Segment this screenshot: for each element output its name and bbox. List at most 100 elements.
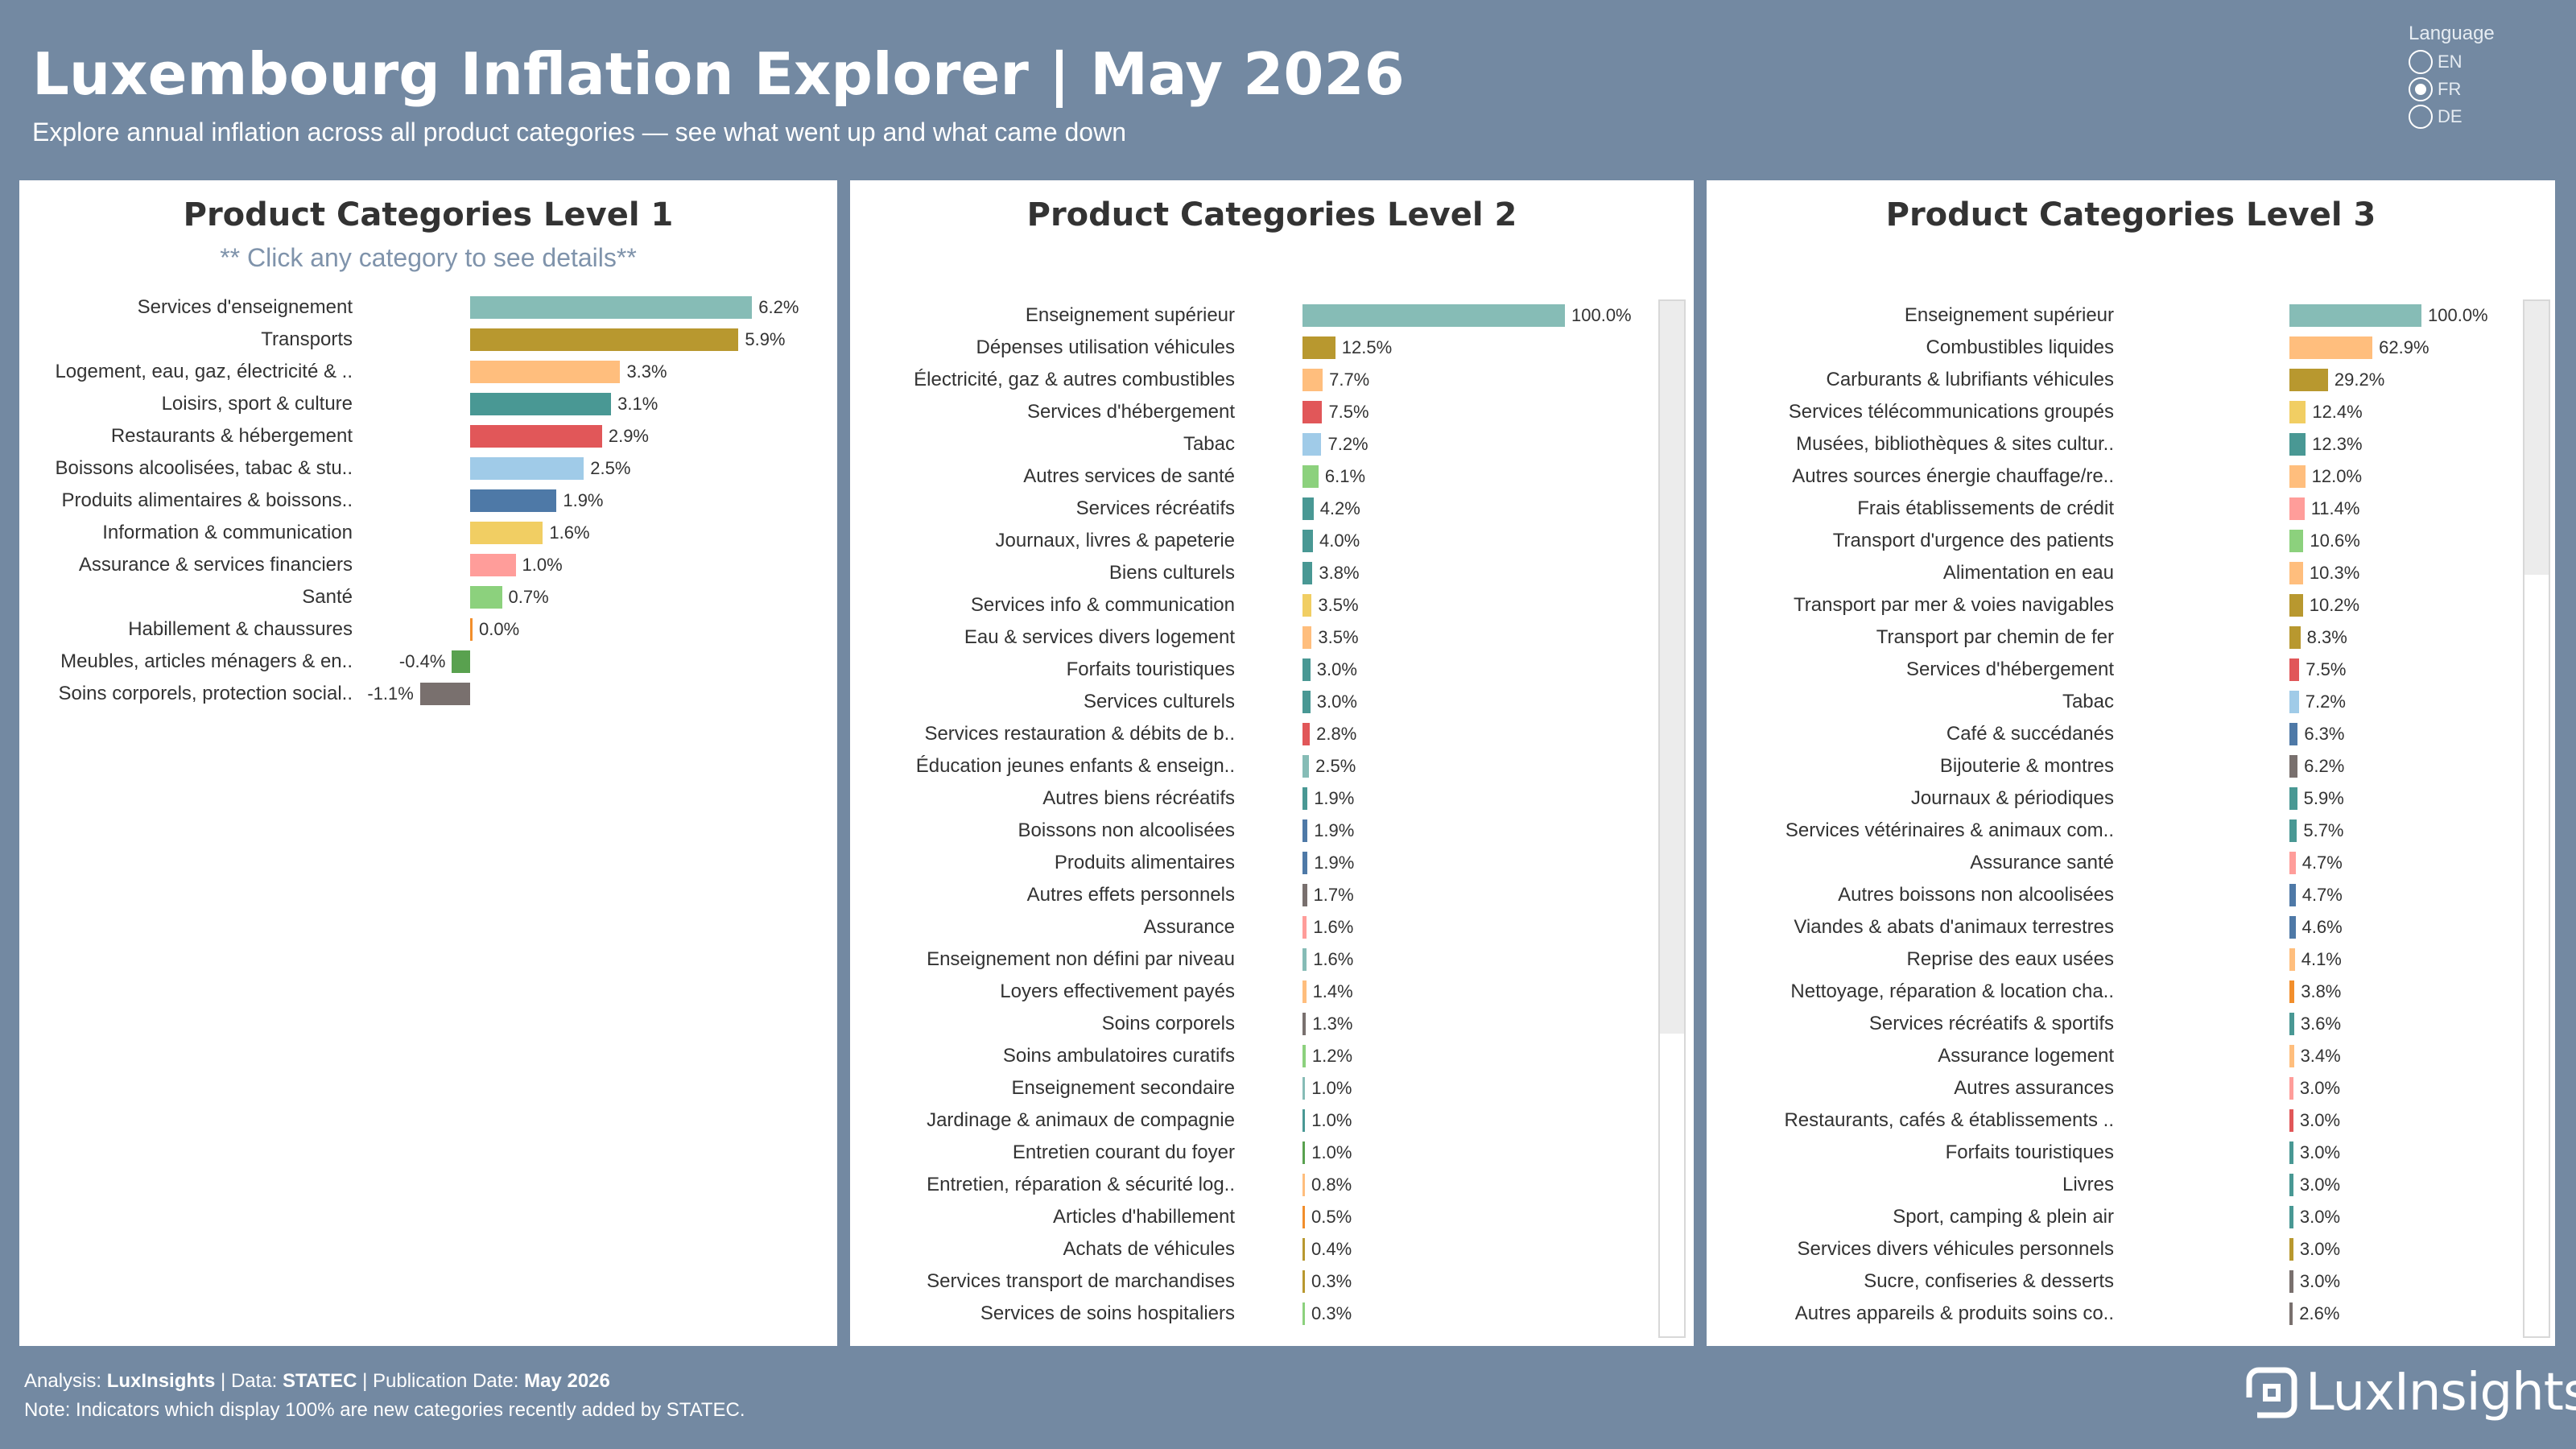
- bar-row[interactable]: Meubles, articles ménagers & en.. -0.4%: [19, 646, 837, 678]
- bar-mark[interactable]: [470, 361, 621, 383]
- bar-mark[interactable]: [470, 296, 753, 319]
- bar-row[interactable]: Nettoyage, réparation & location cha.. 3.…: [1707, 976, 2555, 1008]
- bar-row[interactable]: Assurance santé 4.7%: [1707, 847, 2555, 879]
- bar-row[interactable]: Services de soins hospitaliers 0.3%: [850, 1298, 1694, 1330]
- bar-mark[interactable]: [1302, 948, 1307, 971]
- category-label[interactable]: Tabac: [2062, 691, 2114, 712]
- category-label[interactable]: Produits alimentaires & boissons..: [61, 489, 353, 511]
- bar-row[interactable]: Achats de véhicules 0.4%: [850, 1233, 1694, 1265]
- bar-mark[interactable]: [470, 618, 473, 641]
- bar-row[interactable]: Services d'hébergement 7.5%: [1707, 654, 2555, 686]
- category-label[interactable]: Transport par chemin de fer: [1876, 626, 2114, 648]
- category-label[interactable]: Achats de véhicules: [1063, 1238, 1235, 1260]
- category-label[interactable]: Éducation jeunes enfants & enseign..: [915, 755, 1235, 777]
- bar-row[interactable]: Biens culturels 3.8%: [850, 557, 1694, 589]
- bar-row[interactable]: Transports 5.9%: [19, 324, 837, 356]
- category-label[interactable]: Autres assurances: [1954, 1077, 2114, 1099]
- category-label[interactable]: Autres effets personnels: [1026, 884, 1235, 906]
- bar-mark[interactable]: [1302, 1302, 1305, 1325]
- bar-row[interactable]: Tabac 7.2%: [1707, 686, 2555, 718]
- category-label[interactable]: Autres services de santé: [1023, 465, 1235, 487]
- bar-mark[interactable]: [1302, 980, 1307, 1003]
- bar-row[interactable]: Autres assurances 3.0%: [1707, 1072, 2555, 1104]
- bar-row[interactable]: Services d'enseignement 6.2%: [19, 291, 837, 324]
- bar-mark[interactable]: [2289, 819, 2297, 842]
- bar-row[interactable]: Bijouterie & montres 6.2%: [1707, 750, 2555, 782]
- bar-row[interactable]: Autres sources énergie chauffage/re.. 12.…: [1707, 460, 2555, 493]
- bar-mark[interactable]: [1302, 336, 1335, 359]
- bar-mark[interactable]: [1302, 562, 1313, 584]
- bar-mark[interactable]: [2289, 948, 2295, 971]
- bar-mark[interactable]: [2289, 336, 2373, 359]
- bar-mark[interactable]: [1302, 530, 1314, 552]
- bar-row[interactable]: Articles d'habillement 0.5%: [850, 1201, 1694, 1233]
- bar-row[interactable]: Boissons non alcoolisées 1.9%: [850, 815, 1694, 847]
- category-label[interactable]: Services récréatifs: [1075, 497, 1235, 519]
- bar-mark[interactable]: [1302, 916, 1307, 939]
- bar-mark[interactable]: [470, 489, 557, 512]
- bar-mark[interactable]: [1302, 723, 1311, 745]
- bar-mark[interactable]: [1302, 1141, 1306, 1164]
- bar-row[interactable]: Services récréatifs & sportifs 3.6%: [1707, 1008, 2555, 1040]
- category-label[interactable]: Restaurants & hébergement: [110, 425, 353, 447]
- bar-mark[interactable]: [2289, 1174, 2293, 1196]
- category-label[interactable]: Habillement & chaussures: [128, 618, 353, 640]
- bar-row[interactable]: Dépenses utilisation véhicules 12.5%: [850, 332, 1694, 364]
- bar-mark[interactable]: [1302, 401, 1323, 423]
- bar-mark[interactable]: [1302, 755, 1310, 778]
- category-label[interactable]: Transport par mer & voies navigables: [1794, 594, 2114, 616]
- bar-mark[interactable]: [2289, 497, 2305, 520]
- bar-row[interactable]: Forfaits touristiques 3.0%: [1707, 1137, 2555, 1169]
- category-label[interactable]: Loisirs, sport & culture: [161, 393, 353, 415]
- bar-mark[interactable]: [2289, 594, 2303, 617]
- bar-row[interactable]: Services d'hébergement 7.5%: [850, 396, 1694, 428]
- category-label[interactable]: Transports: [261, 328, 353, 350]
- bar-row[interactable]: Entretien courant du foyer 1.0%: [850, 1137, 1694, 1169]
- bar-row[interactable]: Sucre, confiseries & desserts 3.0%: [1707, 1265, 2555, 1298]
- bar-row[interactable]: Restaurants & hébergement 2.9%: [19, 420, 837, 452]
- bar-mark[interactable]: [1302, 691, 1311, 713]
- bar-row[interactable]: Transport par mer & voies navigables 10.2…: [1707, 589, 2555, 621]
- category-label[interactable]: Soins corporels, protection social..: [58, 683, 353, 704]
- bar-mark[interactable]: [1302, 497, 1314, 520]
- bar-row[interactable]: Autres appareils & produits soins co.. 2.…: [1707, 1298, 2555, 1330]
- bar-mark[interactable]: [2289, 1077, 2293, 1100]
- category-label[interactable]: Services culturels: [1083, 691, 1235, 712]
- category-label[interactable]: Dépenses utilisation véhicules: [976, 336, 1235, 358]
- level3-scrollbar[interactable]: [2523, 299, 2550, 1338]
- bar-mark[interactable]: [1302, 658, 1311, 681]
- language-option-de[interactable]: DE: [2409, 103, 2553, 130]
- category-label[interactable]: Restaurants, cafés & établissements ..: [1784, 1109, 2114, 1131]
- bar-row[interactable]: Assurance & services financiers 1.0%: [19, 549, 837, 581]
- bar-row[interactable]: Habillement & chaussures 0.0%: [19, 613, 837, 646]
- bar-mark[interactable]: [1302, 1109, 1306, 1132]
- bar-mark[interactable]: [2289, 1302, 2293, 1325]
- category-label[interactable]: Services vétérinaires & animaux com..: [1785, 819, 2114, 841]
- category-label[interactable]: Sport, camping & plein air: [1893, 1206, 2114, 1228]
- bar-row[interactable]: Alimentation en eau 10.3%: [1707, 557, 2555, 589]
- category-label[interactable]: Journaux, livres & papeterie: [995, 530, 1236, 551]
- level3-scroll-thumb[interactable]: [2524, 301, 2549, 575]
- bar-mark[interactable]: [2289, 755, 2298, 778]
- level2-scroll-thumb[interactable]: [1660, 301, 1684, 1034]
- bar-row[interactable]: Logement, eau, gaz, électricité & .. 3.3%: [19, 356, 837, 388]
- bar-row[interactable]: Services télécommunications groupés 12.4%: [1707, 396, 2555, 428]
- category-label[interactable]: Services divers véhicules personnels: [1797, 1238, 2114, 1260]
- bar-mark[interactable]: [2289, 304, 2421, 327]
- category-label[interactable]: Meubles, articles ménagers & en..: [60, 650, 353, 672]
- bar-mark[interactable]: [2289, 916, 2296, 939]
- category-label[interactable]: Jardinage & animaux de compagnie: [927, 1109, 1235, 1131]
- bar-row[interactable]: Musées, bibliothèques & sites cultur.. 12…: [1707, 428, 2555, 460]
- bar-row[interactable]: Journaux & périodiques 5.9%: [1707, 782, 2555, 815]
- bar-row[interactable]: Enseignement supérieur 100.0%: [1707, 299, 2555, 332]
- bar-row[interactable]: Produits alimentaires & boissons.. 1.9%: [19, 485, 837, 517]
- bar-mark[interactable]: [1302, 369, 1323, 391]
- category-label[interactable]: Boissons non alcoolisées: [1018, 819, 1236, 841]
- radio-fr[interactable]: [2409, 77, 2433, 101]
- bar-mark[interactable]: [470, 393, 612, 415]
- bar-mark[interactable]: [2289, 691, 2299, 713]
- bar-row[interactable]: Carburants & lubrifiants véhicules 29.2%: [1707, 364, 2555, 396]
- bar-mark[interactable]: [1302, 594, 1312, 617]
- category-label[interactable]: Services de soins hospitaliers: [980, 1302, 1235, 1324]
- bar-mark[interactable]: [419, 683, 470, 705]
